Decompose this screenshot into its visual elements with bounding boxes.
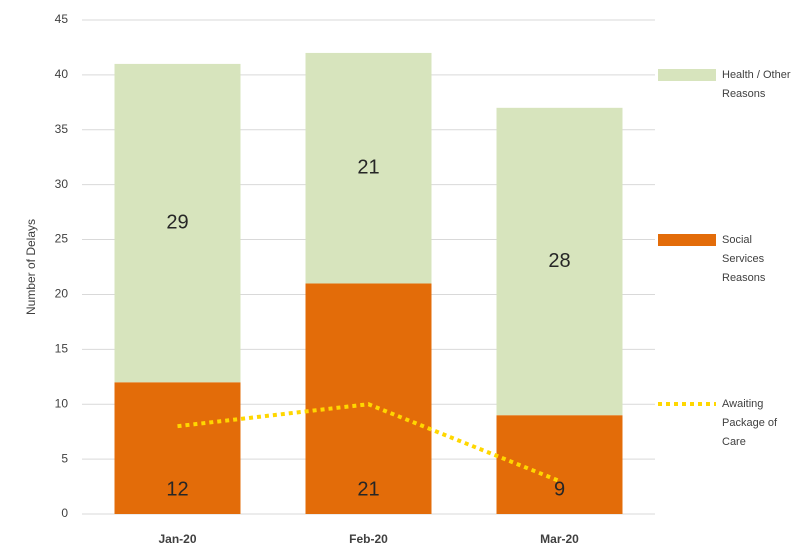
data-label: 29 (166, 211, 188, 233)
line-series (177, 402, 561, 483)
legend-label: Awaiting Package of Care (722, 398, 778, 448)
y-tick-label: 5 (61, 451, 68, 465)
y-tick-label: 25 (55, 232, 69, 246)
legend-swatch (658, 69, 716, 81)
y-tick-label: 20 (55, 287, 69, 301)
bar-segment (496, 107, 623, 416)
y-axis-label: Number of Delays (24, 219, 38, 315)
y-tick-label: 30 (55, 177, 69, 191)
legend-item: Social Services Reasons (722, 234, 766, 284)
legend-label: Social Services Reasons (722, 234, 766, 284)
y-tick-label: 15 (55, 342, 69, 356)
data-label: 28 (548, 250, 570, 272)
legend-item: Awaiting Package of Care (722, 398, 778, 448)
legend-swatch (658, 234, 716, 246)
y-tick-label: 45 (55, 12, 69, 26)
bar-segment (114, 63, 241, 383)
data-label: 21 (357, 156, 379, 178)
x-tick-label: Mar-20 (540, 532, 579, 546)
y-tick-label: 0 (61, 506, 68, 520)
bar-segment (114, 382, 241, 514)
y-tick-label: 40 (55, 67, 69, 81)
x-tick-label: Feb-20 (349, 532, 388, 546)
x-tick-label: Jan-20 (158, 532, 196, 546)
legend-label: Health / Other Reasons (722, 69, 791, 100)
legend-item: Health / Other Reasons (722, 69, 791, 100)
y-tick-label: 35 (55, 122, 69, 136)
bar-segment (305, 283, 432, 514)
data-label: 21 (357, 478, 379, 500)
data-label: 12 (166, 478, 188, 500)
y-tick-label: 10 (55, 396, 69, 410)
bar-segment (305, 52, 432, 284)
data-label: 9 (554, 478, 565, 500)
